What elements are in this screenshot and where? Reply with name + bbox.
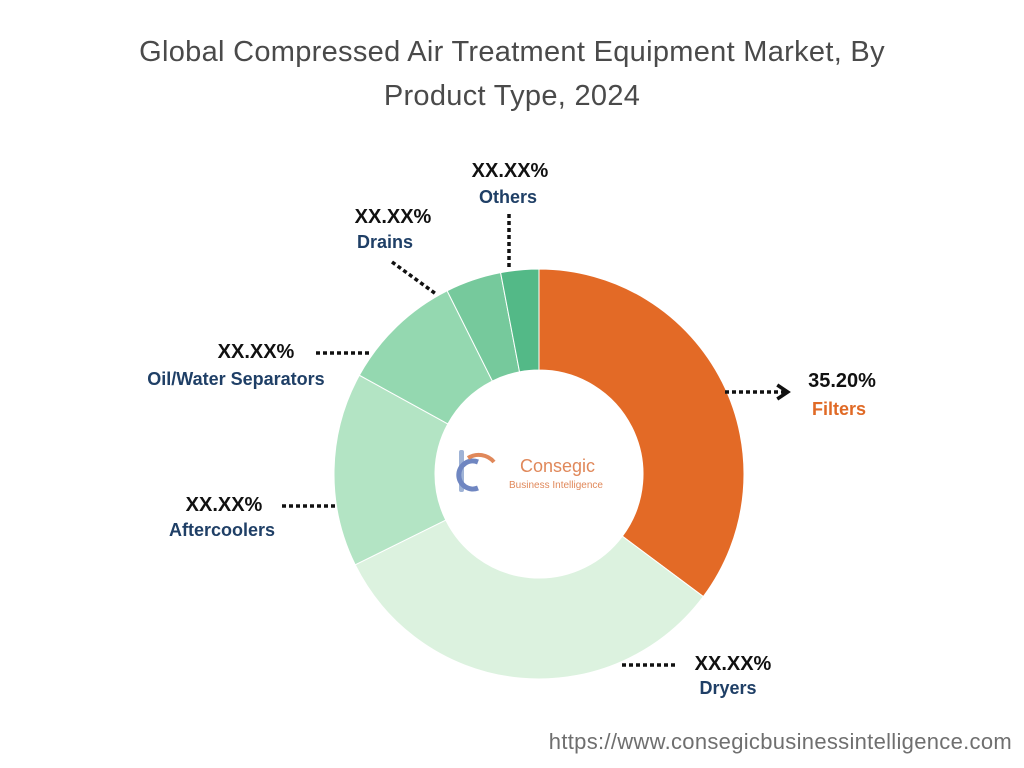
slice-dryers <box>354 519 705 680</box>
logo-tagline: Business Intelligence <box>509 480 603 491</box>
value-label-drains: XX.XX% <box>355 206 432 228</box>
source-url[interactable]: https://www.consegicbusinessintelligence… <box>548 729 1012 754</box>
chart-title: Global Compressed Air Treatment Equipmen… <box>0 30 1024 118</box>
chart-title-line-1: Global Compressed Air Treatment Equipmen… <box>139 36 885 68</box>
donut-slices <box>333 268 745 680</box>
value-label-oil-water: XX.XX% <box>218 341 295 363</box>
leader-lines <box>282 214 791 667</box>
logo-name: Consegic <box>520 456 595 476</box>
chart-title-line-2: Product Type, 2024 <box>383 80 641 112</box>
category-label-drains: Drains <box>357 232 413 252</box>
leader-line-drains <box>390 260 438 296</box>
consegic-logo: Consegic Business Intelligence <box>456 450 603 492</box>
value-label-dryers: XX.XX% <box>695 653 772 675</box>
consegic-logo-icon <box>456 450 496 492</box>
category-label-filters: Filters <box>812 399 866 419</box>
value-label-aftercoolers: XX.XX% <box>186 494 263 516</box>
slice-aftercoolers <box>333 374 449 566</box>
slice-others <box>500 268 540 373</box>
value-label-filters: 35.20% <box>808 370 876 392</box>
value-label-others: XX.XX% <box>472 160 549 182</box>
category-label-others: Others <box>479 187 537 207</box>
category-label-aftercoolers: Aftercoolers <box>169 520 275 540</box>
slice-filters <box>538 268 745 598</box>
category-label-dryers: Dryers <box>699 678 756 698</box>
category-label-oil-water: Oil/Water Separators <box>147 369 324 389</box>
